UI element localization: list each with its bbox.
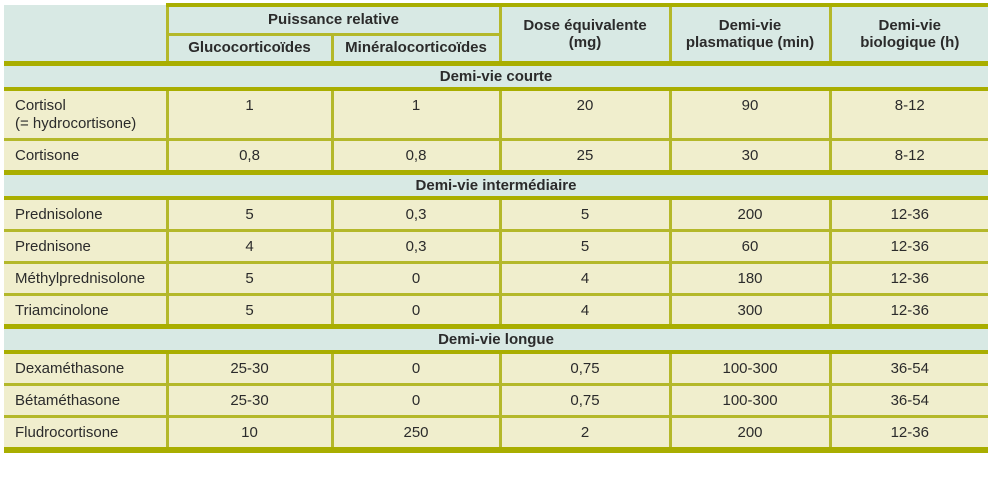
cell-mineralocorticoides: 250 [330, 414, 502, 453]
table-row-dexamethasone: Dexaméthasone 25-30 0 0,75 100-300 36-54 [4, 350, 989, 387]
cell-demi-vie-plasmatique: 300 [668, 292, 832, 329]
header-line: Demi-vie [718, 16, 782, 34]
table-row-betamethasone: Bétaméthasone 25-30 0 0,75 100-300 36-54 [4, 383, 989, 418]
corner-empty-cell [4, 5, 169, 66]
drug-name-cell: Triamcinolone [4, 292, 169, 329]
cell-demi-vie-biologique: 8-12 [828, 138, 989, 174]
header-line: plasmatique (min) [685, 33, 815, 51]
col-header-puissance-relative: Puissance relative [165, 3, 502, 36]
table-row-methylprednisolone: Méthylprednisolone 5 0 4 180 12-36 [4, 260, 989, 296]
cell-glucocorticoides: 25-30 [165, 383, 334, 418]
cell-mineralocorticoides: 0 [330, 383, 502, 418]
cell-demi-vie-plasmatique: 180 [668, 260, 832, 296]
header-row-1: Puissance relative Dose équivalente (mg)… [4, 3, 989, 66]
cell-demi-vie-plasmatique: 30 [668, 138, 832, 174]
col-header-demi-vie-biologique: Demi-vie biologique (h) [828, 3, 989, 66]
cell-glucocorticoides: 5 [165, 260, 334, 296]
table-row-cortisone: Cortisone 0,8 0,8 25 30 8-12 [4, 138, 989, 174]
cell-dose-equivalente: 5 [498, 228, 672, 264]
drug-name-cell: Cortisol (= hydrocortisone) [4, 87, 169, 141]
drug-name-cell: Bétaméthasone [4, 383, 169, 418]
table-row-prednisone: Prednisone 4 0,3 5 60 12-36 [4, 228, 989, 264]
section-title: Demi-vie longue [4, 324, 989, 355]
cell-mineralocorticoides: 0,8 [330, 138, 502, 174]
cell-demi-vie-plasmatique: 200 [668, 196, 832, 232]
cell-dose-equivalente: 25 [498, 138, 672, 174]
cell-glucocorticoides: 25-30 [165, 350, 334, 387]
cell-demi-vie-plasmatique: 100-300 [668, 350, 832, 387]
cell-glucocorticoides: 5 [165, 196, 334, 232]
header-line: Dose équivalente [523, 16, 647, 34]
cell-mineralocorticoides: 0,3 [330, 228, 502, 264]
table-row-cortisol: Cortisol (= hydrocortisone) 1 1 20 90 8-… [4, 87, 989, 141]
cell-demi-vie-biologique: 36-54 [828, 383, 989, 418]
cell-dose-equivalente: 2 [498, 414, 672, 453]
section-demi-vie-intermediaire: Demi-vie intermédiaire [4, 169, 989, 200]
cell-mineralocorticoides: 0,3 [330, 196, 502, 232]
cell-dose-equivalente: 0,75 [498, 383, 672, 418]
cell-demi-vie-biologique: 12-36 [828, 196, 989, 232]
cell-demi-vie-plasmatique: 90 [668, 87, 832, 141]
header-line: (mg) [568, 33, 602, 51]
cell-demi-vie-biologique: 12-36 [828, 292, 989, 329]
cell-dose-equivalente: 0,75 [498, 350, 672, 387]
cell-mineralocorticoides: 0 [330, 350, 502, 387]
drug-name-cell: Fludrocortisone [4, 414, 169, 453]
drug-name: Cortisol [15, 96, 66, 114]
cell-glucocorticoides: 5 [165, 292, 334, 329]
col-header-dose-equivalente: Dose équivalente (mg) [498, 3, 672, 66]
cell-demi-vie-biologique: 12-36 [828, 414, 989, 453]
cell-demi-vie-biologique: 12-36 [828, 260, 989, 296]
cell-demi-vie-biologique: 36-54 [828, 350, 989, 387]
cell-mineralocorticoides: 1 [330, 87, 502, 141]
header-line: biologique (h) [860, 33, 960, 51]
table-row-fludrocortisone: Fludrocortisone 10 250 2 200 12-36 [4, 414, 989, 453]
col-header-glucocorticoides: Glucocorticoïdes [165, 32, 334, 66]
section-demi-vie-longue: Demi-vie longue [4, 324, 989, 355]
cell-glucocorticoides: 1 [165, 87, 334, 141]
drug-name-alias: (= hydrocortisone) [15, 115, 137, 133]
cell-glucocorticoides: 0,8 [165, 138, 334, 174]
section-demi-vie-courte: Demi-vie courte [4, 60, 989, 91]
header-line: Demi-vie [878, 16, 942, 34]
corticosteroid-table: Puissance relative Dose équivalente (mg)… [4, 3, 989, 453]
cell-dose-equivalente: 5 [498, 196, 672, 232]
drug-name-cell: Prednisolone [4, 196, 169, 232]
col-header-demi-vie-plasmatique: Demi-vie plasmatique (min) [668, 3, 832, 66]
drug-name-cell: Dexaméthasone [4, 350, 169, 387]
section-title: Demi-vie intermédiaire [4, 169, 989, 200]
table-row-prednisolone: Prednisolone 5 0,3 5 200 12-36 [4, 196, 989, 232]
cell-dose-equivalente: 20 [498, 87, 672, 141]
cell-mineralocorticoides: 0 [330, 292, 502, 329]
header-row-2: Glucocorticoïdes Minéralocorticoïdes [4, 32, 988, 66]
col-header-mineralocorticoides: Minéralocorticoïdes [330, 32, 502, 66]
drug-name-cell: Cortisone [4, 138, 169, 174]
cell-glucocorticoides: 10 [165, 414, 334, 453]
cell-mineralocorticoides: 0 [330, 260, 502, 296]
cell-demi-vie-biologique: 8-12 [828, 87, 989, 141]
cell-demi-vie-plasmatique: 60 [668, 228, 832, 264]
cell-dose-equivalente: 4 [498, 292, 672, 329]
cell-dose-equivalente: 4 [498, 260, 672, 296]
cell-demi-vie-plasmatique: 100-300 [668, 383, 832, 418]
drug-name-cell: Prednisone [4, 228, 169, 264]
section-title: Demi-vie courte [4, 60, 989, 91]
table-row-triamcinolone: Triamcinolone 5 0 4 300 12-36 [4, 292, 989, 329]
cell-glucocorticoides: 4 [165, 228, 334, 264]
cell-demi-vie-plasmatique: 200 [668, 414, 832, 453]
drug-name-cell: Méthylprednisolone [4, 260, 169, 296]
cell-demi-vie-biologique: 12-36 [828, 228, 989, 264]
